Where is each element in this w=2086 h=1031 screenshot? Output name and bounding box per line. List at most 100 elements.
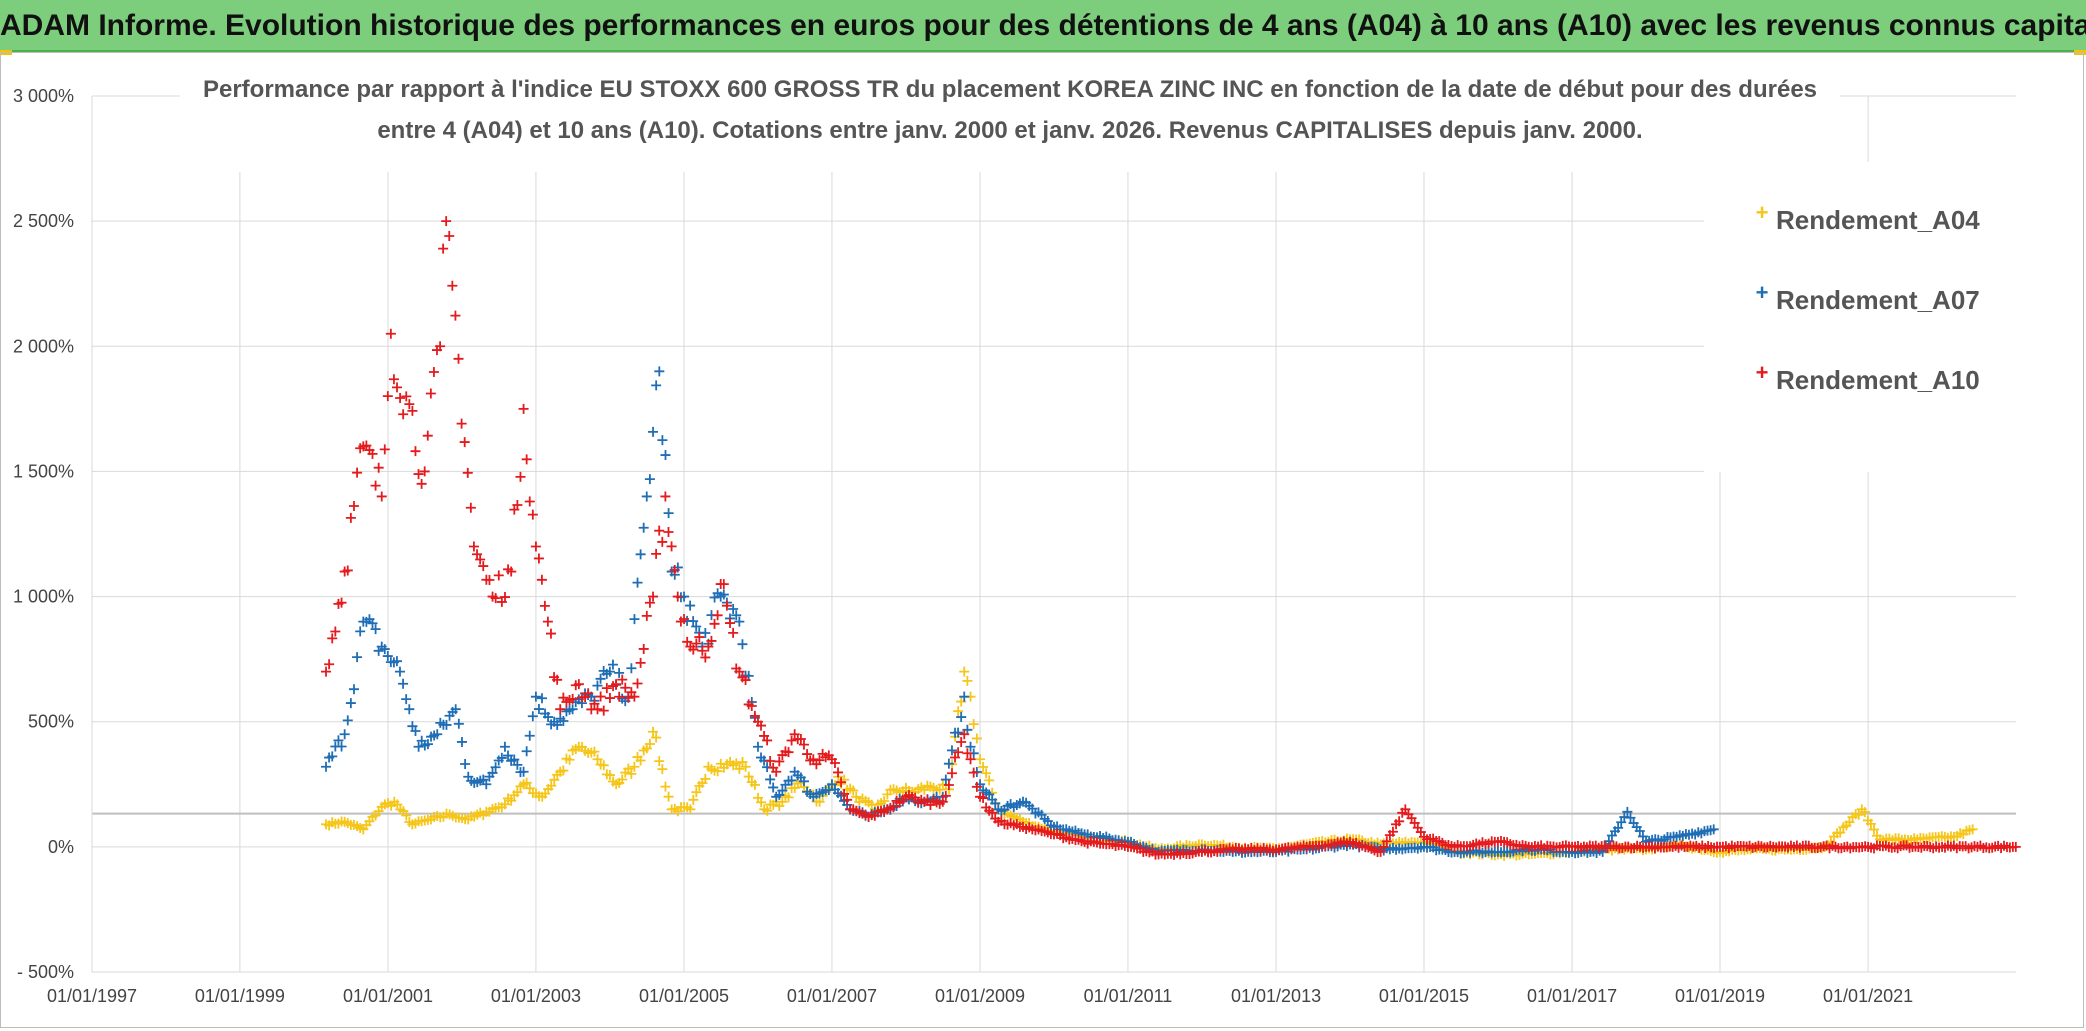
data-point (441, 808, 452, 819)
data-point (638, 643, 649, 654)
data-point (1859, 807, 1870, 818)
data-point (672, 591, 683, 602)
x-tick-label: 01/01/2011 (1084, 986, 1173, 1006)
data-point (355, 443, 366, 454)
data-point (345, 698, 356, 709)
data-point (1397, 807, 1408, 818)
data-point (1520, 840, 1531, 851)
gridlines (91, 95, 2016, 973)
data-point (635, 755, 646, 766)
data-point (608, 681, 619, 692)
data-point (521, 777, 532, 788)
data-point (768, 782, 779, 793)
data-point (545, 628, 556, 639)
data-point (543, 712, 554, 723)
data-point (685, 600, 696, 611)
data-point (1394, 816, 1405, 827)
data-point (934, 784, 945, 795)
data-point (1853, 809, 1864, 820)
data-point (373, 645, 384, 656)
y-tick-label: 2 000% (13, 336, 74, 356)
data-point (598, 760, 609, 771)
data-point (1844, 817, 1855, 828)
data-point (839, 788, 850, 799)
data-point (413, 741, 424, 752)
data-point (604, 693, 615, 704)
data-point (472, 549, 483, 560)
chart-frame (0, 52, 2084, 1028)
data-point (968, 767, 979, 778)
data-point (1860, 841, 1871, 852)
data-point (552, 674, 563, 685)
data-point (842, 794, 853, 805)
data-point (984, 789, 995, 800)
data-point (712, 588, 723, 599)
data-point (959, 666, 970, 677)
data-point (1613, 822, 1624, 833)
data-point (660, 450, 671, 461)
data-point (644, 597, 655, 608)
data-point (401, 810, 412, 821)
data-point (370, 480, 381, 491)
data-point (718, 762, 729, 773)
data-point (629, 761, 640, 772)
data-point (962, 675, 973, 686)
data-point (336, 741, 347, 752)
data-point (762, 735, 773, 746)
data-point (682, 636, 693, 647)
data-point (385, 328, 396, 339)
data-point (324, 659, 335, 670)
y-tick-label: 2 500% (13, 211, 74, 231)
legend-label-a07: Rendement_A07 (1776, 285, 1980, 315)
data-point (648, 726, 659, 737)
data-point (542, 616, 553, 627)
data-point (395, 392, 406, 403)
data-point (987, 807, 998, 818)
y-tick-label: 500% (28, 712, 74, 732)
data-point (953, 747, 964, 758)
data-point (700, 773, 711, 784)
data-point (595, 691, 606, 702)
data-point (490, 762, 501, 773)
data-point (956, 737, 967, 748)
data-point (441, 719, 452, 730)
data-point (1616, 817, 1627, 828)
data-point (984, 775, 995, 786)
data-point (607, 659, 618, 670)
data-point (410, 726, 421, 737)
data-point (663, 791, 674, 802)
data-point (404, 704, 415, 715)
data-point (940, 774, 951, 785)
data-point (1625, 812, 1636, 823)
data-point (682, 802, 693, 813)
data-point (897, 794, 908, 805)
data-point (422, 814, 433, 825)
data-point (453, 718, 464, 729)
subtitle-background (180, 82, 1840, 172)
data-point (657, 435, 668, 446)
y-tick-label: 0% (48, 837, 74, 857)
data-point (527, 711, 538, 722)
data-point (657, 536, 668, 547)
data-point (654, 366, 665, 377)
data-point (1638, 842, 1649, 853)
data-point (959, 691, 970, 702)
legend: + Rendement_A04 + Rendement_A07 + Rendem… (1704, 162, 2016, 472)
data-point (401, 391, 412, 402)
data-point (447, 706, 458, 717)
y-tick-label: 1 500% (13, 461, 74, 481)
data-point (1637, 831, 1648, 842)
data-point (814, 755, 825, 766)
data-point (669, 565, 680, 576)
data-point (721, 600, 732, 611)
data-point (718, 579, 729, 590)
legend-label-a04: Rendement_A04 (1776, 205, 1980, 235)
data-point (533, 553, 544, 564)
data-point (506, 795, 517, 806)
data-point (583, 688, 594, 699)
x-tick-label: 01/01/2017 (1527, 986, 1617, 1006)
data-point (746, 701, 757, 712)
data-point (398, 409, 409, 420)
data-point (589, 746, 600, 757)
data-point (460, 814, 471, 825)
